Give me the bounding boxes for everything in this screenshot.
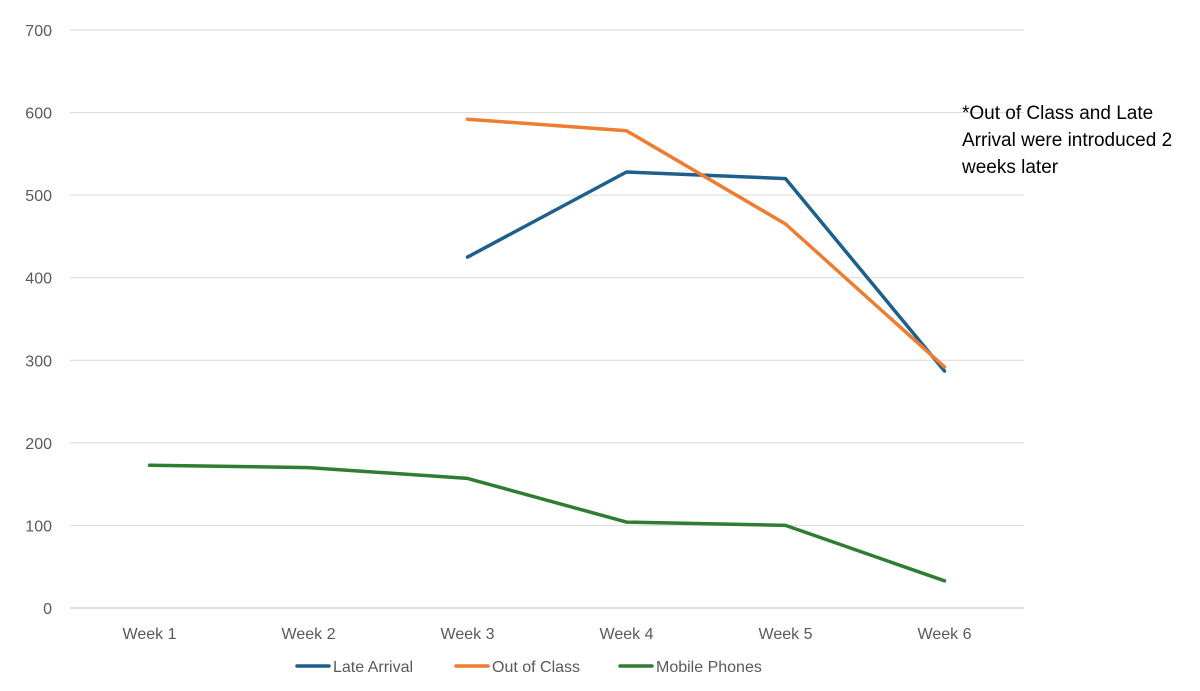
y-tick-label: 0 — [43, 601, 52, 618]
y-tick-label: 600 — [25, 106, 52, 123]
y-tick-label: 700 — [25, 23, 52, 40]
y-tick-label: 100 — [25, 518, 52, 535]
x-tick-label: Week 1 — [123, 626, 177, 643]
x-axis-tick-labels: Week 1 Week 2 Week 3 Week 4 Week 5 Week 6 — [123, 626, 972, 643]
chart-annotation: *Out of Class and Late Arrival were intr… — [962, 103, 1173, 178]
legend: Late Arrival Out of Class Mobile Phones — [295, 659, 762, 676]
series-line-late-arrival — [465, 170, 947, 373]
series-line-out-of-class — [465, 117, 947, 369]
x-tick-label: Week 3 — [441, 626, 495, 643]
series-lines — [147, 117, 947, 583]
x-tick-label: Week 2 — [282, 626, 336, 643]
y-tick-label: 200 — [25, 436, 52, 453]
legend-label: Mobile Phones — [656, 659, 762, 676]
gridlines — [70, 29, 1024, 609]
y-tick-label: 500 — [25, 188, 52, 205]
legend-label: Late Arrival — [333, 659, 413, 676]
series-line-mobile-phones — [147, 463, 947, 583]
legend-label: Out of Class — [492, 659, 580, 676]
y-tick-label: 400 — [25, 271, 52, 288]
x-tick-label: Week 5 — [759, 626, 813, 643]
x-tick-label: Week 6 — [918, 626, 972, 643]
y-tick-label: 300 — [25, 353, 52, 370]
x-tick-label: Week 4 — [600, 626, 654, 643]
y-axis-tick-labels: 0 100 200 300 400 500 600 700 — [25, 23, 52, 618]
